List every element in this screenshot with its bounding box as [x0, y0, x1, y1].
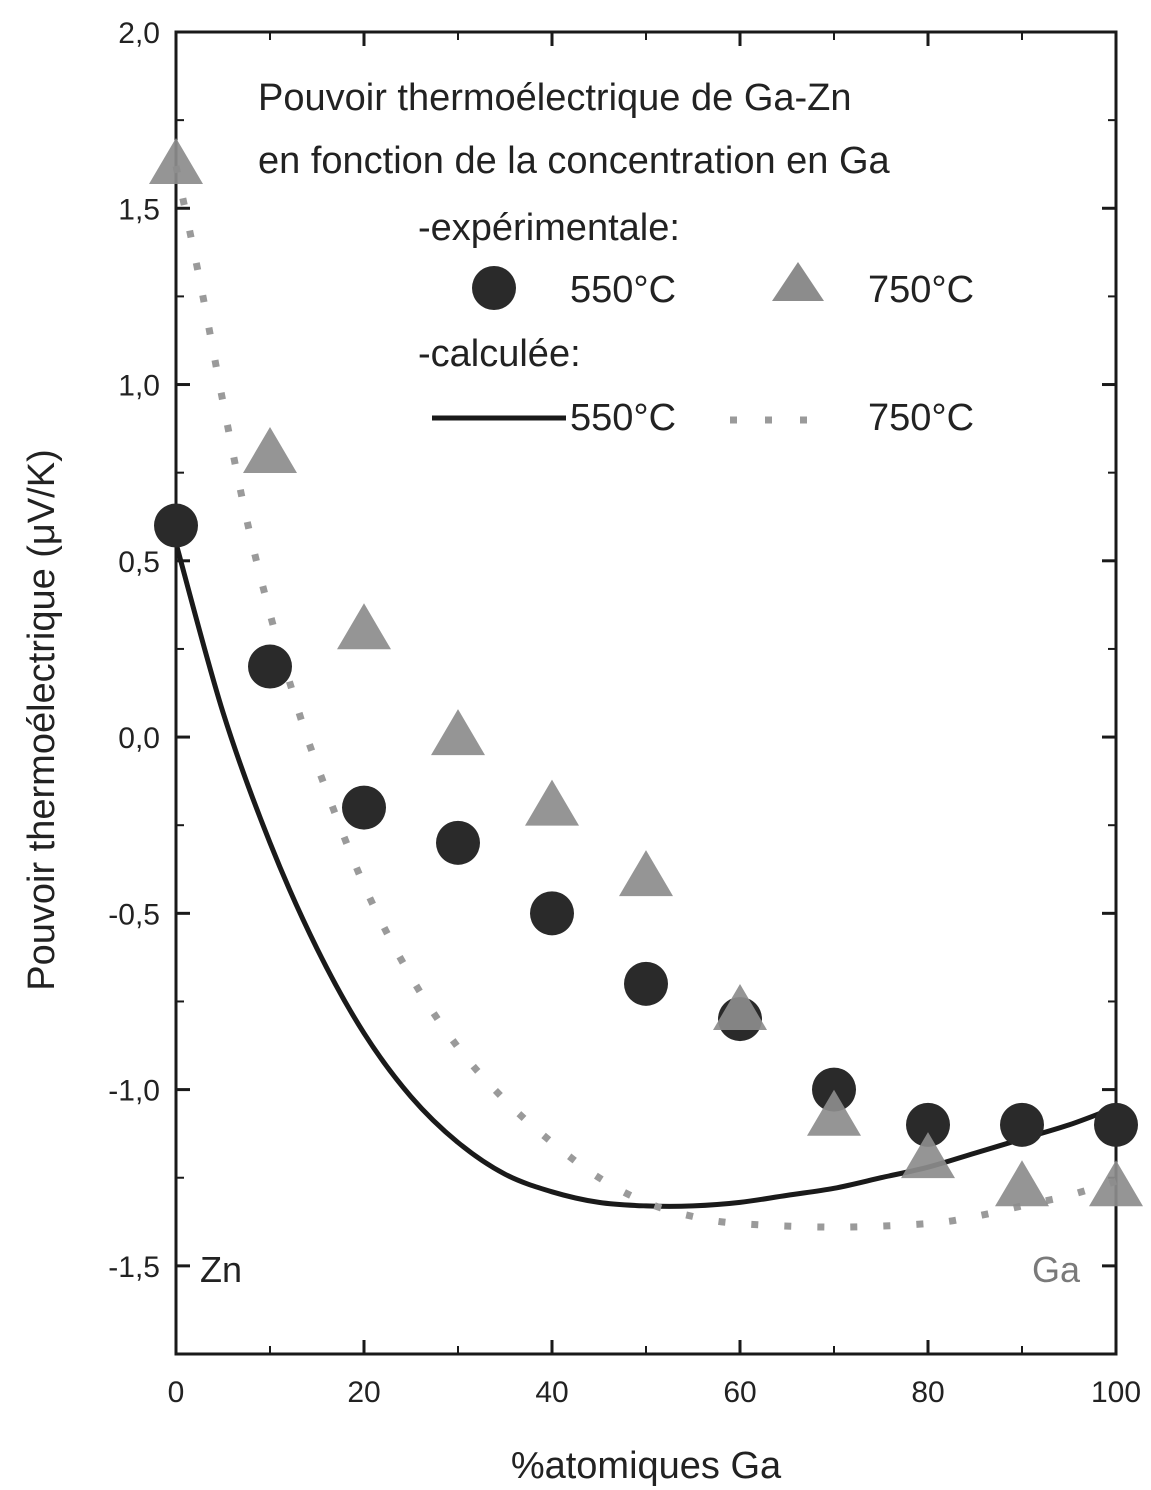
exp-750-point — [337, 603, 391, 650]
calc-750-curve — [172, 165, 1117, 1231]
y-tick-label: -1,0 — [108, 1075, 160, 1108]
legend-calculated-label: -calculée: — [418, 333, 581, 375]
y-tick-label: 1,5 — [118, 193, 160, 226]
x-tick-label: 80 — [911, 1376, 944, 1409]
legend-label-exp-550: 550°C — [570, 269, 676, 311]
exp-550-point — [906, 1102, 950, 1147]
exp-550-point — [154, 503, 198, 548]
exp-550-point — [812, 1067, 856, 1112]
x-tick-label: 60 — [723, 1376, 756, 1409]
exp-750-point — [619, 850, 673, 897]
exp-750-point — [243, 427, 297, 474]
exp-550-point — [530, 891, 574, 936]
exp-550-point — [436, 820, 480, 865]
legend-marker-exp-550 — [472, 266, 516, 310]
x-tick-label: 0 — [168, 1376, 185, 1409]
x-tick-label: 20 — [347, 1376, 380, 1409]
legend-label-calc-550: 550°C — [570, 397, 676, 439]
y-tick-label: -0,5 — [108, 898, 160, 931]
exp-750-point — [431, 709, 485, 756]
exp-750-point — [807, 1089, 861, 1136]
x-axis-title: %atomiques Ga — [511, 1445, 782, 1487]
exp-750-point — [901, 1132, 955, 1179]
exp-550-point — [342, 785, 386, 830]
legend: Pouvoir thermoélectrique de Ga-Zn en fon… — [258, 77, 974, 439]
y-tick-label: 2,0 — [118, 17, 160, 50]
legend-label-calc-750: 750°C — [868, 397, 974, 439]
annotation-ga: Ga — [1032, 1249, 1081, 1290]
y-tick-label: 0,5 — [118, 546, 160, 579]
exp-750-point — [713, 984, 767, 1031]
exp-750-point — [149, 137, 203, 184]
y-tick-label: -1,5 — [108, 1251, 160, 1284]
annotation-zn: Zn — [200, 1249, 242, 1290]
calculated-curves — [172, 165, 1117, 1231]
legend-heading-line-2: en fonction de la concentration en Ga — [258, 140, 891, 182]
experimental-markers — [149, 137, 1143, 1207]
legend-label-exp-750: 750°C — [868, 269, 974, 311]
exp-750-point — [1089, 1160, 1143, 1207]
y-tick-label: 0,0 — [118, 722, 160, 755]
y-axis-title: Pouvoir thermoélectrique (μV/K) — [21, 449, 63, 990]
exp-550-point — [624, 961, 668, 1006]
exp-550-point — [248, 644, 292, 689]
exp-750-point — [995, 1160, 1049, 1207]
legend-experimental-label: -expérimentale: — [418, 207, 680, 249]
x-tick-label: 40 — [535, 1376, 568, 1409]
legend-heading-line-1: Pouvoir thermoélectrique de Ga-Zn — [258, 77, 852, 119]
exp-550-point — [1000, 1102, 1044, 1147]
exp-750-point — [525, 779, 579, 826]
x-tick-label: 100 — [1091, 1376, 1141, 1409]
y-tick-label: 1,0 — [118, 370, 160, 403]
legend-marker-exp-750 — [772, 262, 824, 301]
axis-ticks: 0 20 40 60 80 100 2,0 1,5 1,0 0,5 0,0 -0,5 -1,0 -1,5 — [108, 17, 1141, 1409]
exp-550-point — [1094, 1102, 1138, 1147]
